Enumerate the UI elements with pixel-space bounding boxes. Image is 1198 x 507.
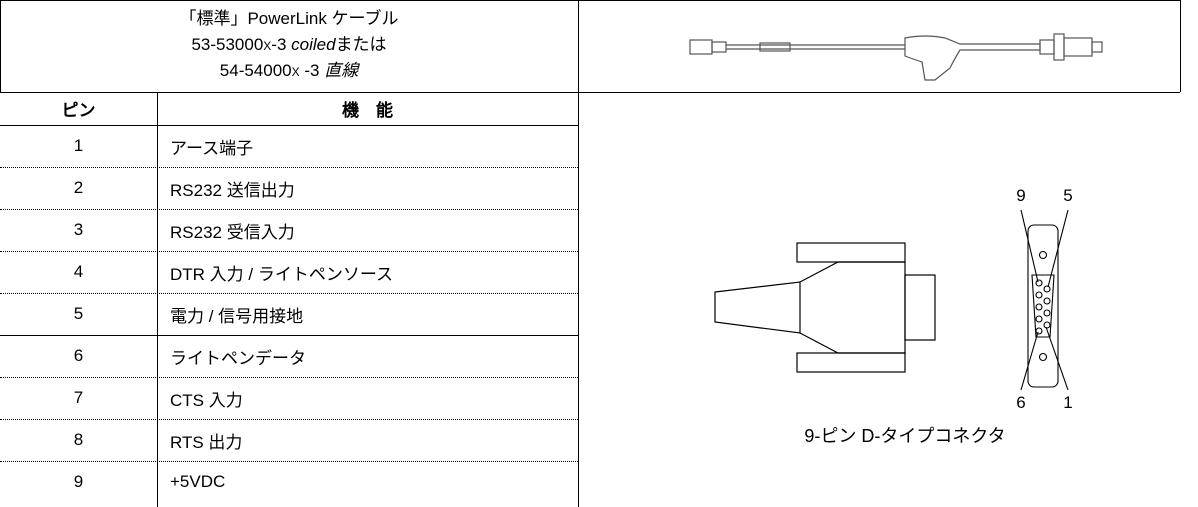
column-header: ピン: [61, 101, 96, 120]
border: [0, 0, 1, 92]
row-separator: [0, 377, 578, 378]
row-separator: [0, 167, 578, 168]
connector-front: [1020, 209, 1069, 391]
pin-function: RTS 出力: [170, 432, 243, 452]
pin-function: ライトペンデータ: [170, 348, 306, 368]
row-separator: [0, 293, 578, 294]
pin-function: RS232 送信出力: [170, 180, 295, 200]
pin-function: CTS 入力: [170, 390, 243, 410]
row-separator: [0, 461, 578, 462]
pin-label: 1: [1063, 393, 1072, 412]
pin-label: 9: [1016, 186, 1025, 205]
border: [157, 92, 158, 507]
row-separator: [0, 209, 578, 210]
pin-label: 6: [1016, 393, 1025, 412]
border: [578, 0, 579, 507]
text: 53-53000x-3: [191, 35, 287, 54]
pin-number: 3: [73, 220, 84, 239]
caption: 9-ピン D-タイプコネクタ: [804, 426, 1005, 446]
pin-function: +5VDC: [170, 472, 226, 491]
border: [1180, 0, 1181, 92]
pin-number: 2: [73, 178, 84, 197]
header-line: 53-53000x-3 coiledまたは: [0, 32, 578, 58]
text: 直線: [324, 61, 359, 80]
text: 54-54000x -3: [219, 61, 320, 80]
pin-number: 8: [73, 430, 84, 449]
pin-function: DTR 入力 / ライトペンソース: [170, 264, 393, 284]
cable: [689, 33, 1103, 81]
pin-number: 7: [73, 388, 84, 407]
pin-function: 電力 / 信号用接地: [170, 306, 304, 326]
text: coiled: [291, 35, 336, 54]
row-separator: [0, 251, 578, 252]
pin-function: アース端子: [170, 138, 254, 158]
pin-number: 5: [73, 304, 84, 323]
row-separator: [0, 419, 578, 420]
text: または: [335, 35, 387, 54]
pin-number: 9: [73, 472, 84, 491]
text: 「標準」PowerLink ケーブル: [179, 9, 399, 28]
border: [0, 92, 1180, 93]
border: [0, 125, 578, 126]
connector-side: [714, 242, 936, 373]
pin-number: 1: [73, 136, 84, 155]
pin-number: 4: [73, 262, 84, 281]
pin-label: 5: [1063, 186, 1072, 205]
pin-number: 6: [73, 346, 84, 365]
pin-function: RS232 受信入力: [170, 222, 295, 242]
row-separator: [0, 335, 578, 336]
header-line: 54-54000x -3 直線: [0, 58, 578, 84]
column-header: 機 能: [342, 101, 393, 120]
header-line: 「標準」PowerLink ケーブル: [0, 6, 578, 32]
border: [0, 0, 1180, 1]
header: 「標準」PowerLink ケーブル 53-53000x-3 coiledまたは…: [0, 6, 578, 84]
